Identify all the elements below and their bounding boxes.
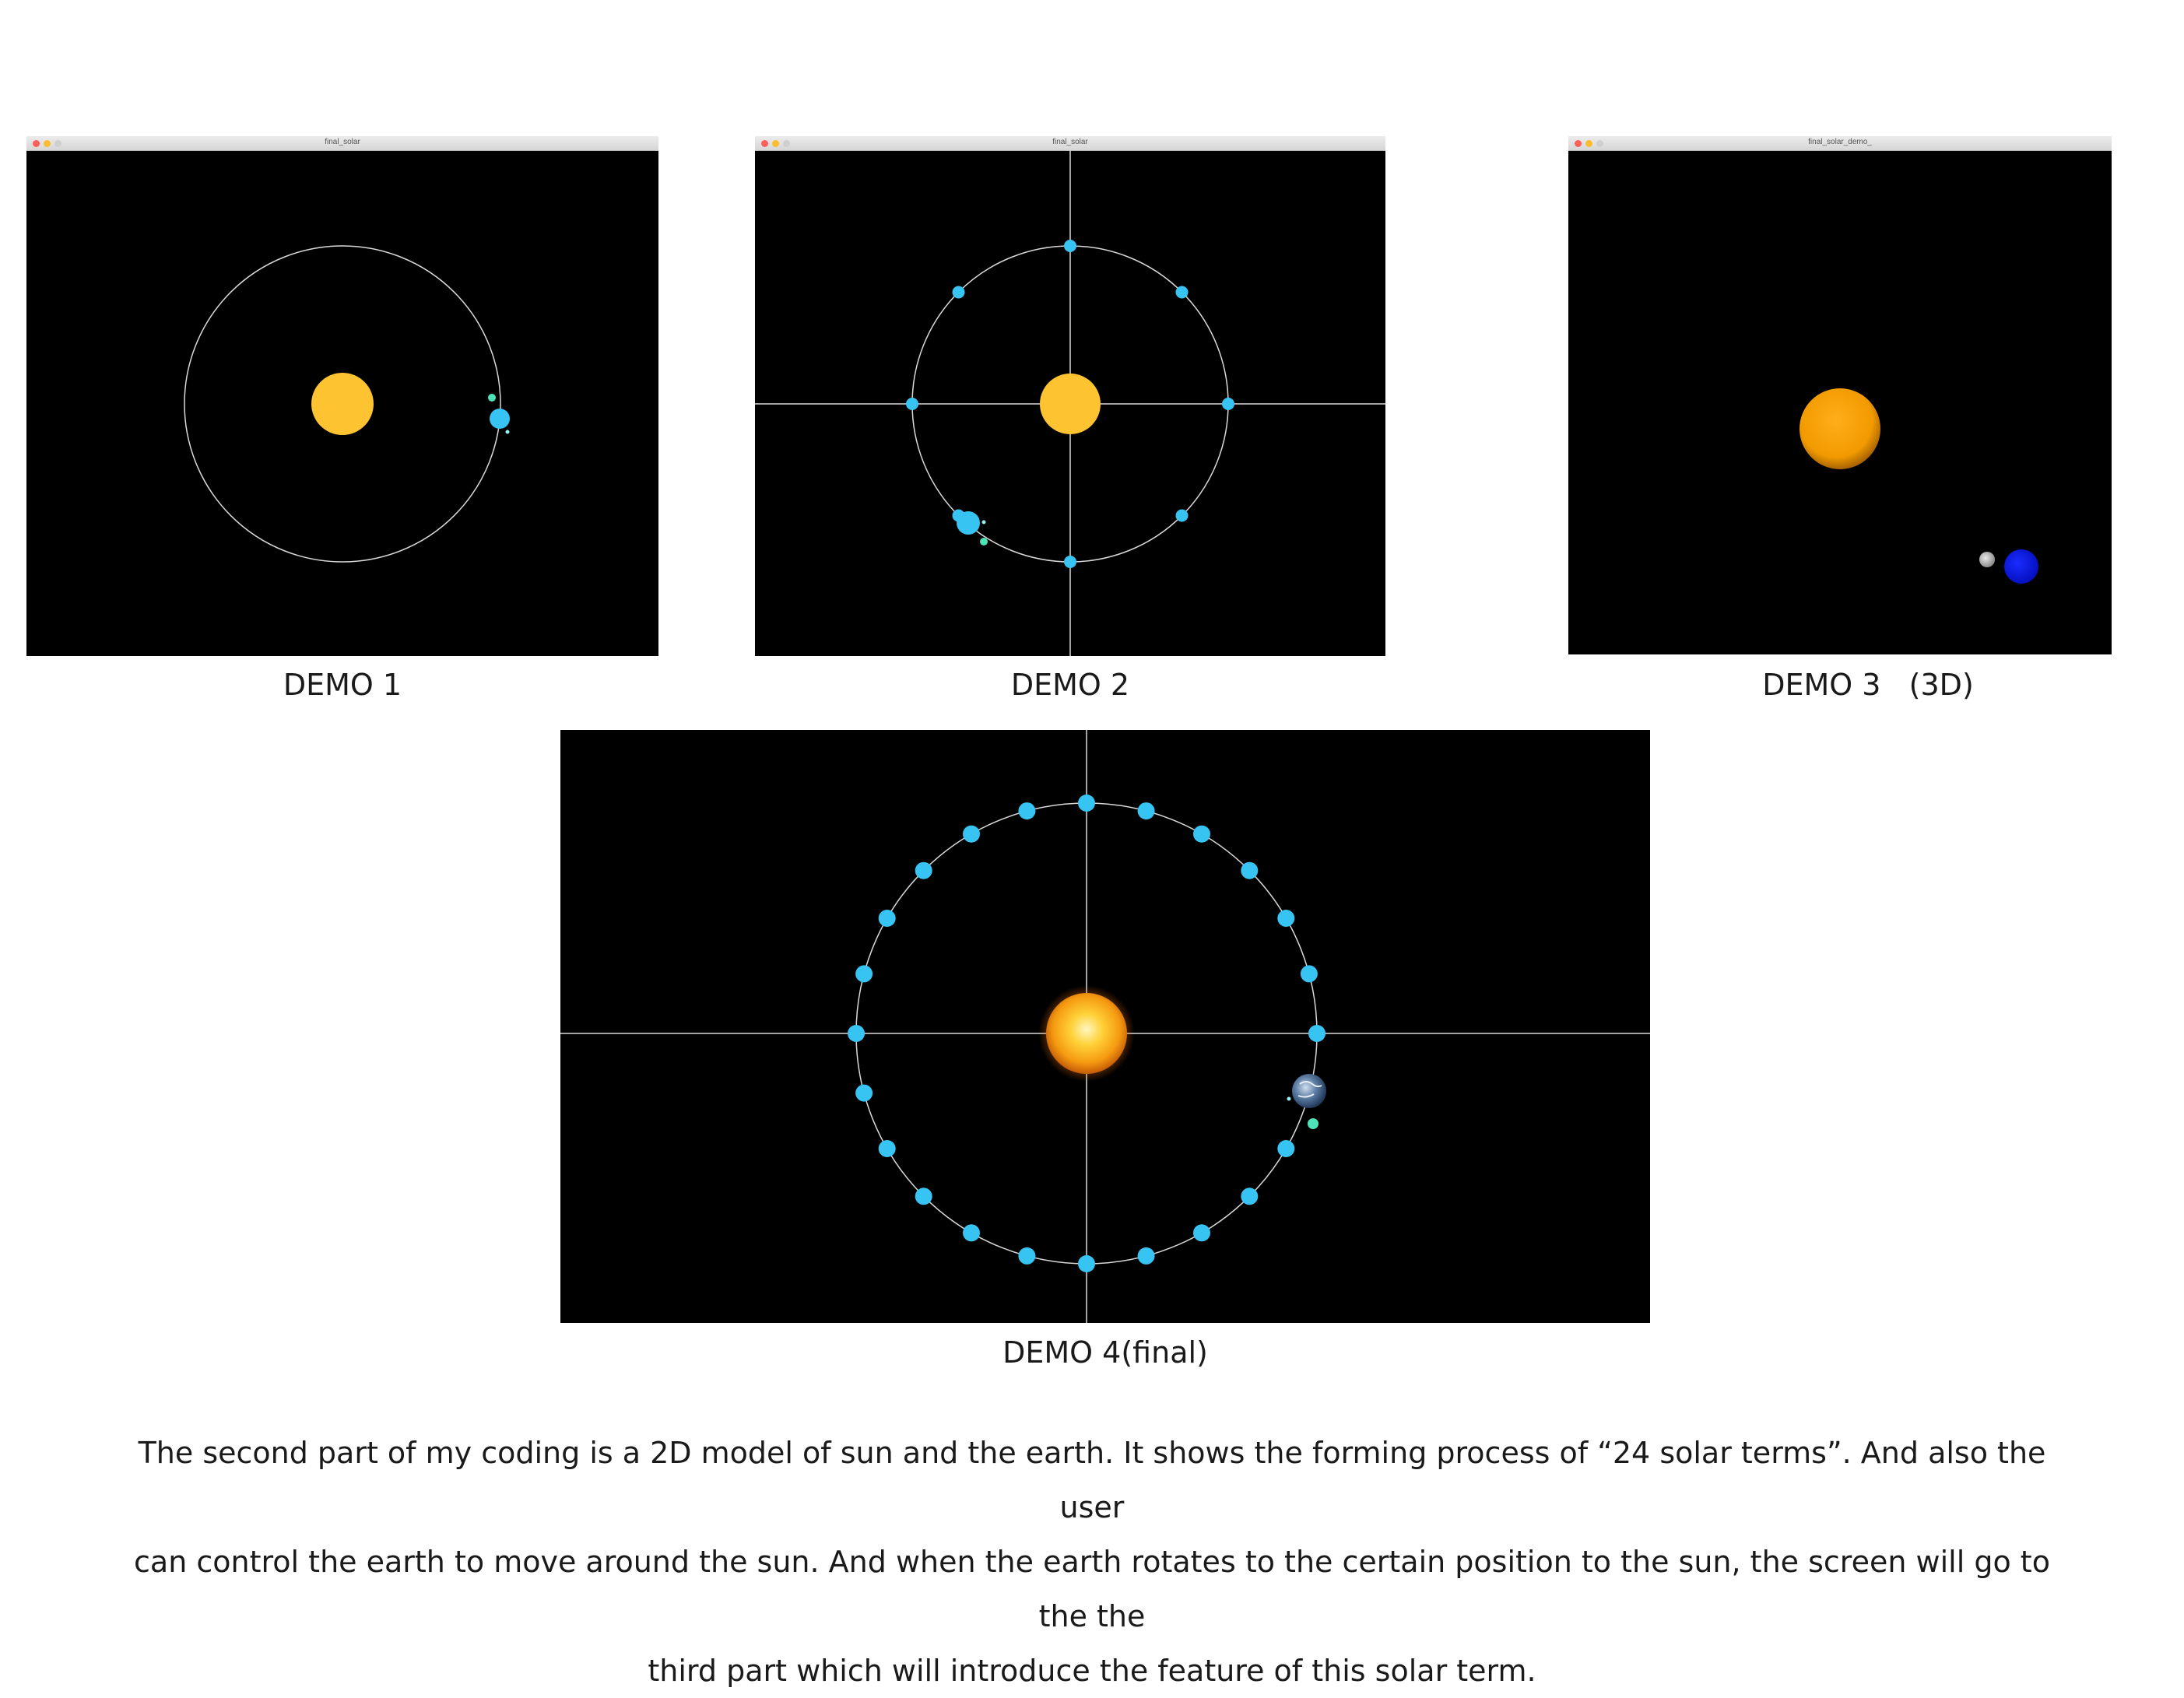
moon-small <box>1287 1096 1291 1101</box>
moon-small <box>981 520 986 524</box>
description-paragraph: The second part of my coding is a 2D mod… <box>117 1426 2067 1698</box>
sun <box>311 373 374 435</box>
demo1-scene <box>184 245 510 563</box>
window-title: final_solar <box>1052 138 1088 146</box>
demo4-canvas[interactable] <box>560 730 1650 1323</box>
moon <box>980 538 988 546</box>
term-marker[interactable] <box>1078 1255 1095 1272</box>
demo3-titlebar: final_solar_demo_ <box>1568 136 2112 151</box>
minimize-icon[interactable] <box>44 140 51 147</box>
term-marker[interactable] <box>1277 1140 1295 1157</box>
maximize-icon[interactable] <box>54 140 61 147</box>
term-marker[interactable] <box>952 286 965 299</box>
term-marker[interactable] <box>1137 802 1155 820</box>
sun <box>1046 993 1127 1074</box>
term-marker[interactable] <box>1308 1025 1325 1042</box>
description-line-1: The second part of my coding is a 2D mod… <box>138 1436 2046 1524</box>
term-marker[interactable] <box>848 1025 865 1042</box>
moon <box>1308 1118 1318 1129</box>
demo2-caption: DEMO 2 <box>1010 668 1130 702</box>
demo4-scene <box>560 730 1650 1323</box>
earth <box>957 511 980 535</box>
term-marker[interactable] <box>878 910 896 927</box>
demo4-window <box>560 730 1650 1323</box>
demo1-titlebar: final_solar <box>26 136 658 151</box>
demo2-scene <box>755 150 1385 656</box>
term-marker[interactable] <box>1241 861 1259 879</box>
term-marker[interactable] <box>1175 286 1189 299</box>
description-line-2: can control the earth to move around the… <box>134 1545 2050 1633</box>
earth-3d <box>2004 549 2038 584</box>
sun <box>1040 374 1101 434</box>
demo3-caption: DEMO 3 (3D) <box>1762 668 1974 702</box>
term-marker[interactable] <box>1193 825 1210 843</box>
term-marker[interactable] <box>1078 795 1095 812</box>
moon <box>488 394 496 402</box>
term-marker[interactable] <box>1137 1247 1155 1265</box>
term-marker[interactable] <box>906 398 918 410</box>
demo2-window: final_solar <box>755 136 1385 656</box>
orbit-ring <box>184 245 501 563</box>
window-title: final_solar_demo_ <box>1808 138 1872 146</box>
term-markers <box>906 240 1234 568</box>
term-marker[interactable] <box>855 1084 873 1102</box>
term-marker[interactable] <box>1300 965 1318 983</box>
demo4-caption: DEMO 4(final) <box>1002 1335 1208 1370</box>
term-marker[interactable] <box>963 825 980 843</box>
demo2-titlebar: final_solar <box>755 136 1385 151</box>
earth <box>490 409 510 429</box>
term-marker[interactable] <box>855 965 873 983</box>
term-marker[interactable] <box>1175 509 1189 522</box>
sun-3d <box>1800 388 1880 469</box>
term-marker[interactable] <box>1193 1224 1210 1242</box>
term-marker[interactable] <box>1277 910 1295 927</box>
term-marker[interactable] <box>1241 1188 1259 1205</box>
close-icon[interactable] <box>761 140 768 147</box>
term-marker[interactable] <box>915 1188 932 1205</box>
demo3-scene <box>1800 388 2038 584</box>
demo1-caption: DEMO 1 <box>283 668 402 702</box>
moon-3d <box>1979 552 1995 567</box>
demo3-window: final_solar_demo_ <box>1568 136 2112 654</box>
close-icon[interactable] <box>1575 140 1582 147</box>
minimize-icon[interactable] <box>772 140 779 147</box>
demo1-canvas[interactable] <box>26 150 658 656</box>
maximize-icon[interactable] <box>783 140 790 147</box>
term-marker[interactable] <box>1018 802 1036 820</box>
description-line-3: third part which will introduce the feat… <box>648 1654 1536 1688</box>
term-marker[interactable] <box>1064 240 1076 252</box>
maximize-icon[interactable] <box>1596 140 1603 147</box>
term-marker[interactable] <box>915 861 932 879</box>
demo3-canvas[interactable] <box>1568 150 2112 654</box>
minimize-icon[interactable] <box>1585 140 1592 147</box>
demo2-canvas[interactable] <box>755 150 1385 656</box>
term-marker[interactable] <box>878 1140 896 1157</box>
moon-small <box>505 430 510 434</box>
earth <box>1292 1074 1326 1108</box>
term-marker[interactable] <box>963 1224 980 1242</box>
term-marker[interactable] <box>1064 556 1076 568</box>
close-icon[interactable] <box>33 140 40 147</box>
term-marker[interactable] <box>1018 1247 1036 1265</box>
demo1-window: final_solar <box>26 136 658 656</box>
window-title: final_solar <box>325 138 360 146</box>
term-marker[interactable] <box>1222 398 1234 410</box>
earth-cloud <box>1297 1081 1322 1098</box>
